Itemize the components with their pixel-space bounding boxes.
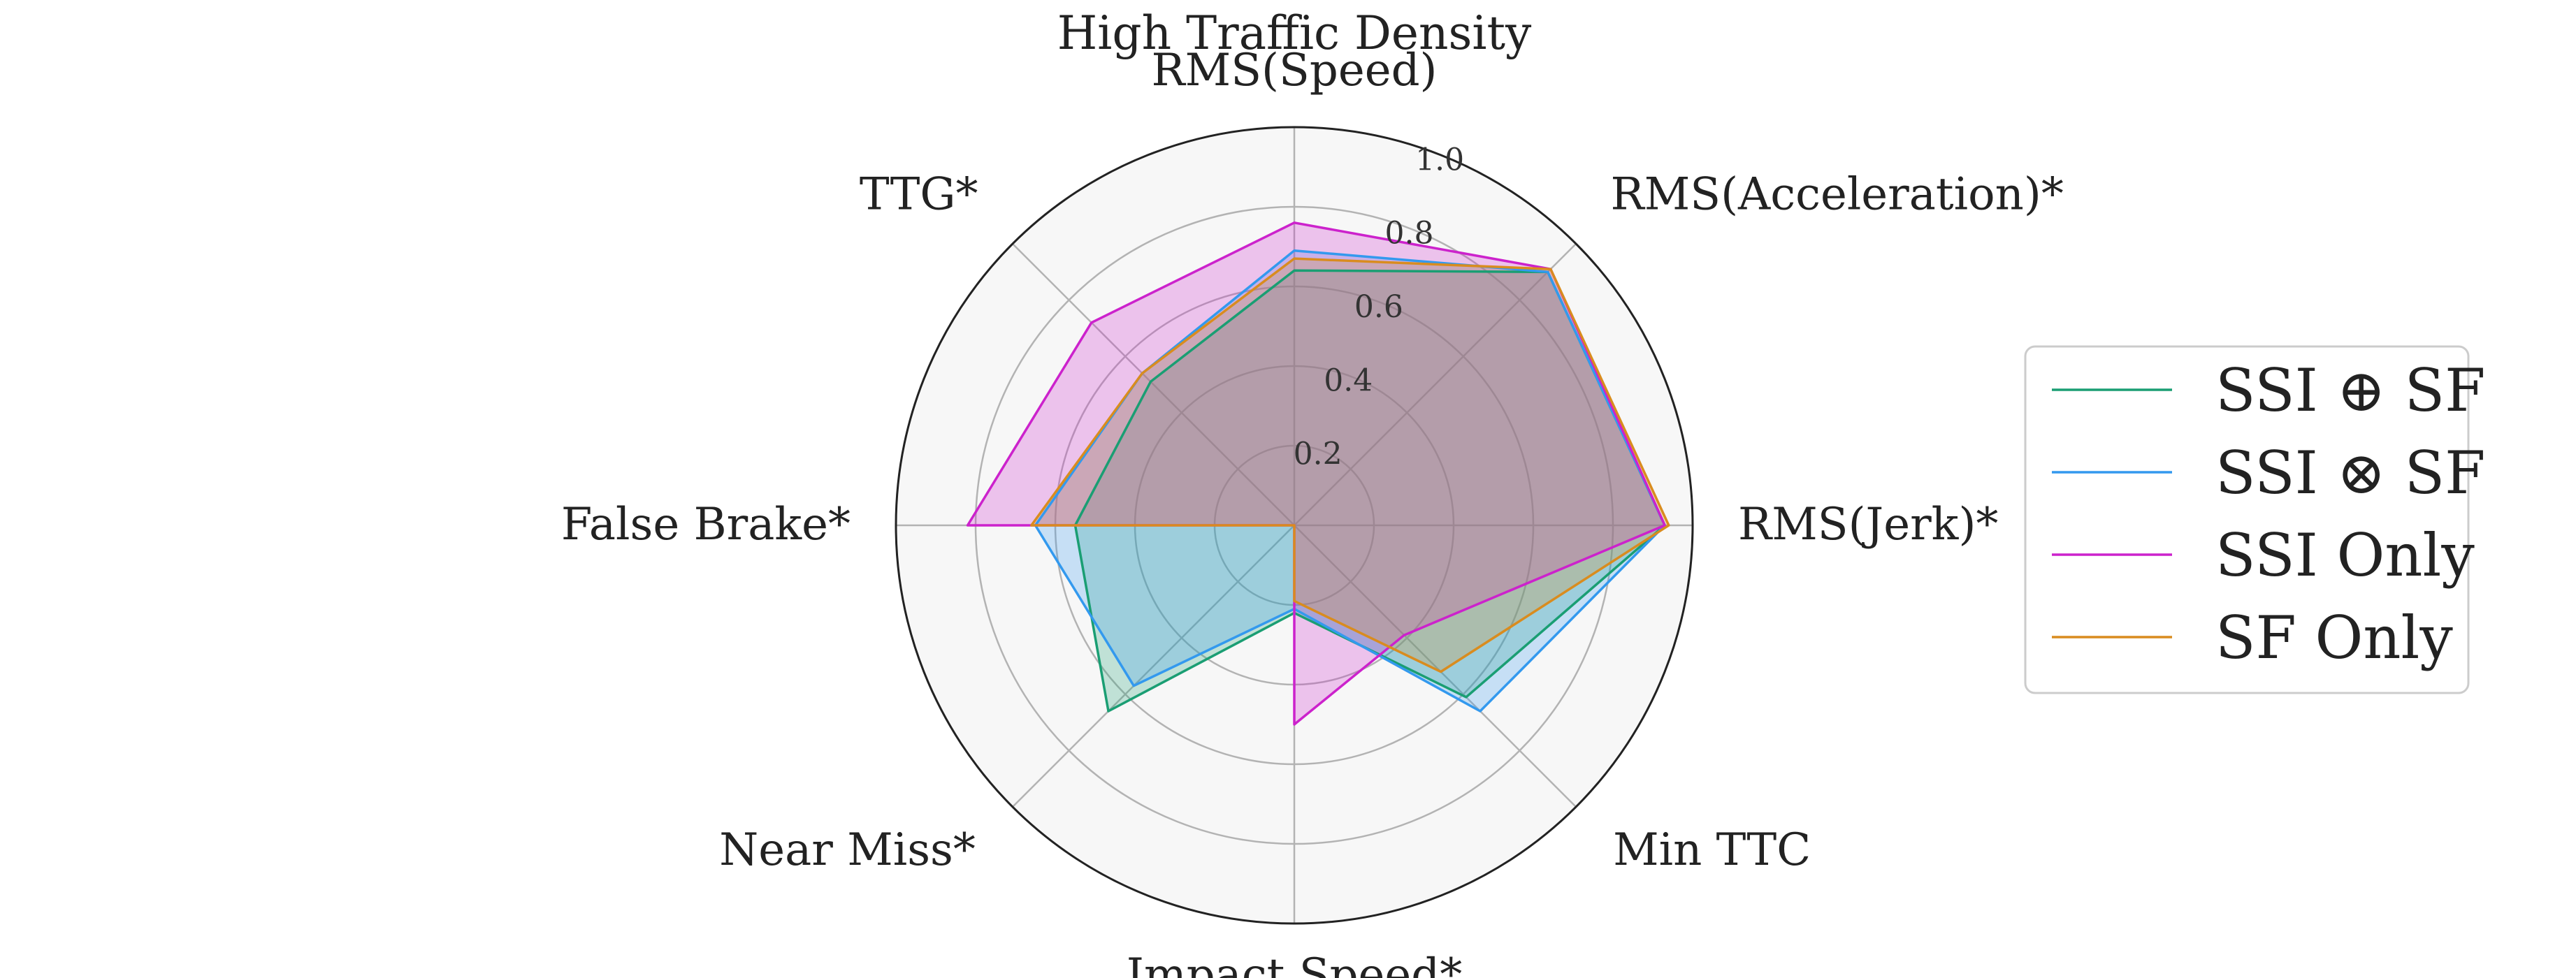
- legend[interactable]: SSI ⊕ SF SSI ⊗ SF SSI Only SF Only: [2024, 345, 2485, 694]
- radial-tick-label: 0.6: [1354, 289, 1403, 325]
- outer-ring: [895, 126, 1694, 925]
- axis-label: RMS(Speed): [1151, 45, 1437, 96]
- axis-label: Near Miss*: [719, 824, 976, 876]
- grid-spoke: [1012, 525, 1295, 808]
- radial-tick-label: 0.2: [1294, 437, 1343, 472]
- series-area: [1031, 258, 1669, 672]
- axis-label: Impact Speed*: [1127, 949, 1463, 978]
- radial-tick-label: 1.0: [1415, 142, 1464, 177]
- legend-entry: SSI ⊕ SF: [2215, 356, 2485, 425]
- series-area: [1075, 270, 1665, 711]
- axis-label: TTG*: [860, 169, 978, 221]
- series-area: [967, 222, 1665, 724]
- series-line: [1030, 257, 1670, 673]
- radar-series: [966, 221, 1670, 726]
- axis-label: RMS(Jerk)*: [1738, 499, 1998, 550]
- radial-tick-label: 0.8: [1385, 216, 1434, 251]
- chart-title: High Traffic Density: [1057, 6, 1532, 60]
- legend-entry: SSI ⊗ SF: [2215, 439, 2485, 507]
- grid-spoke: [1294, 243, 1577, 526]
- axis-label: Min TTC: [1613, 824, 1811, 876]
- legend-entry: SSI Only: [2215, 521, 2475, 590]
- axis-label: False Brake*: [561, 499, 851, 550]
- legend-entry: SF Only: [2215, 604, 2453, 672]
- grid-spoke: [1294, 525, 1577, 808]
- axis-label: RMS(Acceleration)*: [1611, 169, 2064, 221]
- grid-spoke: [1012, 243, 1295, 526]
- series-area: [1035, 250, 1665, 711]
- legend-box: [2024, 345, 2470, 694]
- radial-tick-label: 0.4: [1324, 363, 1373, 398]
